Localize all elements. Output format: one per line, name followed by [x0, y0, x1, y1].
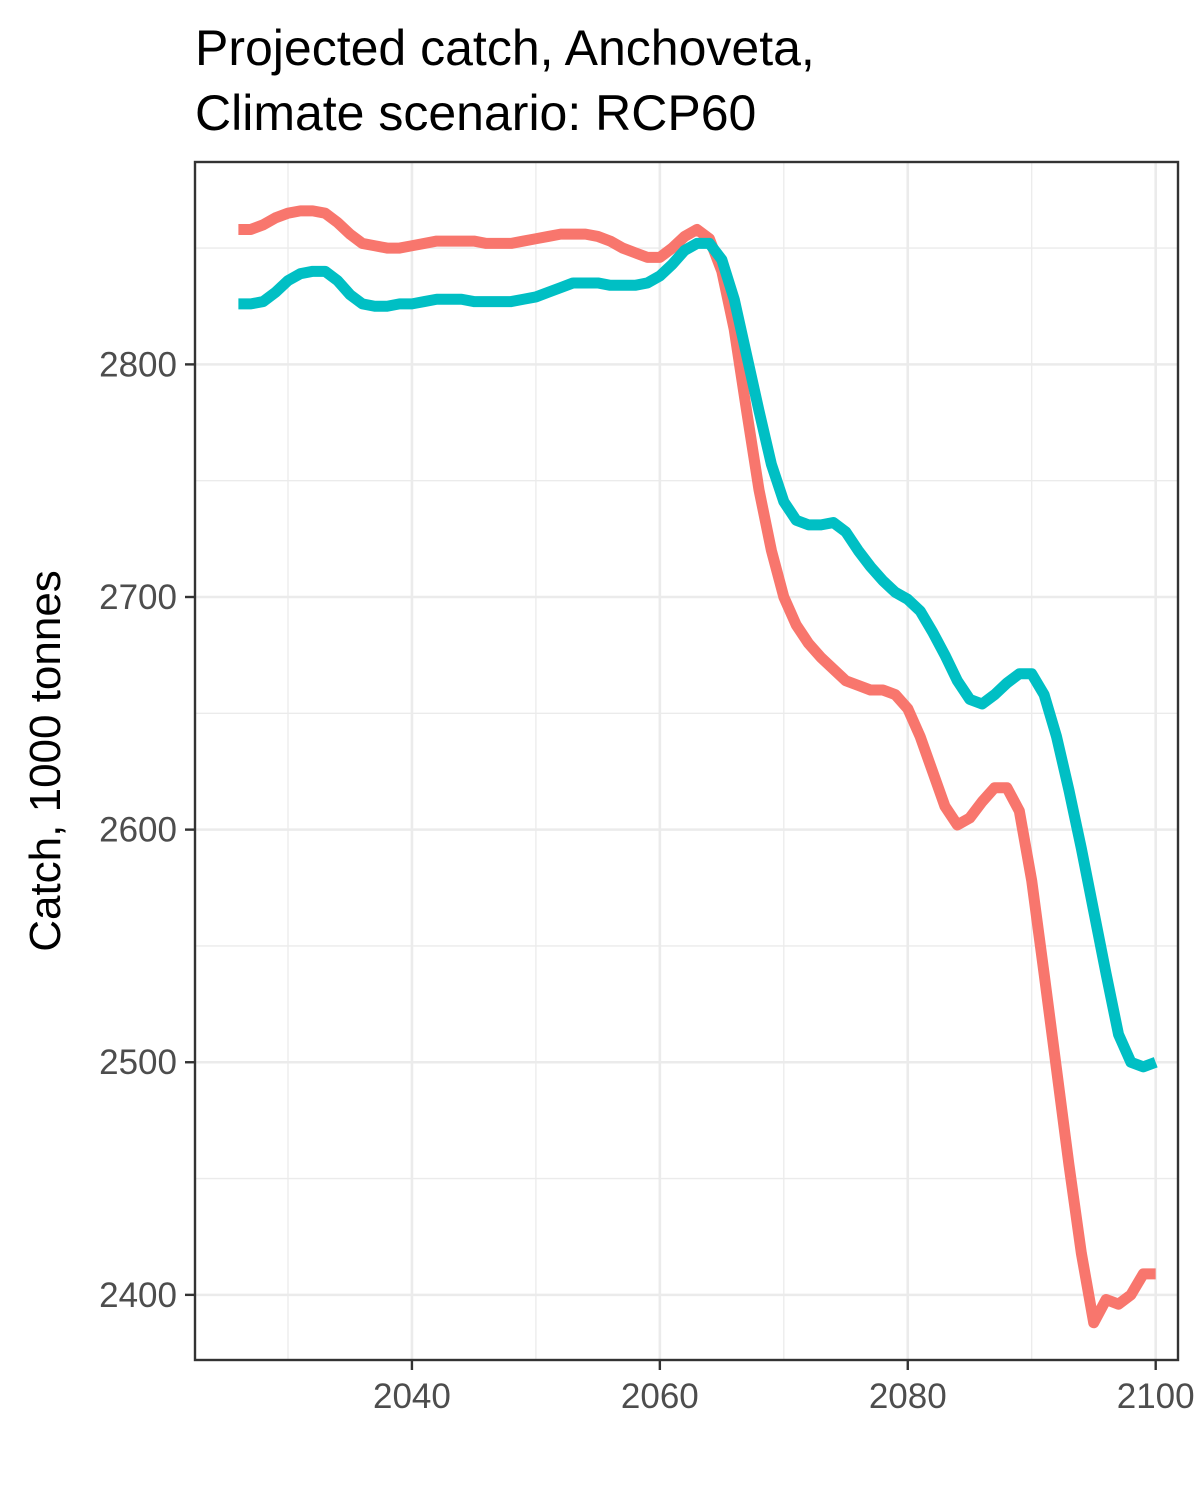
chart-title-line-2: Climate scenario: RCP60 — [195, 85, 756, 141]
y-tick-label: 2700 — [99, 578, 177, 617]
y-tick-label: 2400 — [99, 1276, 177, 1315]
series-lines — [238, 205, 1158, 1329]
plot-panel — [195, 162, 1178, 1360]
x-tick-label: 2080 — [869, 1377, 947, 1416]
x-axis: 2040 2060 2080 2100 — [373, 1360, 1195, 1416]
y-axis: 2400 2500 2600 2700 2800 — [99, 345, 195, 1315]
plot-panel-border — [193, 160, 1180, 1362]
y-tick-label: 2800 — [99, 345, 177, 384]
y-axis-title: Catch, 1000 tonnes — [21, 570, 70, 952]
x-tick-label: 2100 — [1117, 1377, 1195, 1416]
chart-title-line-1: Projected catch, Anchoveta, — [195, 20, 815, 76]
series-line-1 — [238, 205, 1156, 1329]
y-tick-label: 2500 — [99, 1043, 177, 1082]
major-gridlines — [195, 162, 1178, 1360]
series-line-2 — [238, 237, 1158, 1073]
y-tick-label: 2600 — [99, 811, 177, 850]
x-tick-label: 2060 — [621, 1377, 699, 1416]
x-tick-label: 2040 — [373, 1377, 451, 1416]
